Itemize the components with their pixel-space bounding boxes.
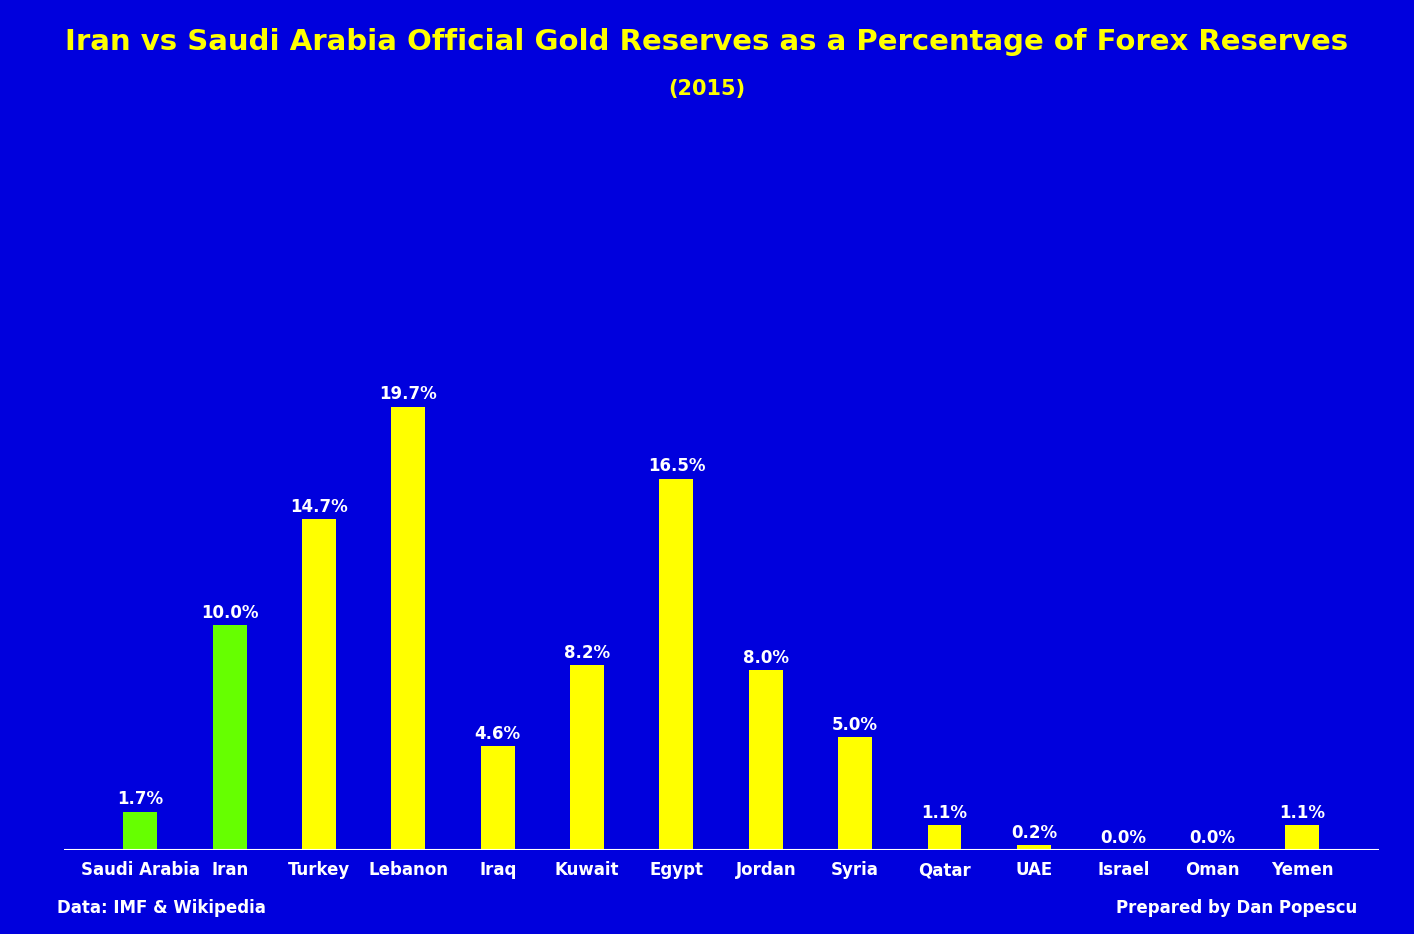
Text: 5.0%: 5.0% — [833, 716, 878, 734]
Bar — [392, 406, 426, 850]
Bar — [481, 746, 515, 850]
Text: 16.5%: 16.5% — [648, 458, 706, 475]
Text: 19.7%: 19.7% — [379, 386, 437, 403]
Bar — [749, 670, 783, 850]
Text: 0.0%: 0.0% — [1189, 828, 1236, 846]
Bar — [303, 519, 337, 850]
Text: 14.7%: 14.7% — [290, 498, 348, 516]
Text: 1.7%: 1.7% — [117, 790, 164, 808]
Bar — [1285, 826, 1319, 850]
Bar — [839, 738, 872, 850]
Text: 8.2%: 8.2% — [564, 644, 611, 662]
Text: (2015): (2015) — [669, 79, 745, 99]
Text: 4.6%: 4.6% — [475, 725, 520, 743]
Text: 10.0%: 10.0% — [201, 603, 259, 621]
Text: 1.1%: 1.1% — [922, 804, 967, 822]
Bar — [212, 625, 246, 850]
Text: Prepared by Dan Popescu: Prepared by Dan Popescu — [1116, 899, 1357, 917]
Text: 1.1%: 1.1% — [1278, 804, 1325, 822]
Text: Iran vs Saudi Arabia Official Gold Reserves as a Percentage of Forex Reserves: Iran vs Saudi Arabia Official Gold Reser… — [65, 28, 1349, 56]
Text: 0.0%: 0.0% — [1100, 828, 1147, 846]
Bar — [659, 478, 693, 850]
Bar — [570, 665, 604, 850]
Text: 0.2%: 0.2% — [1011, 824, 1056, 842]
Bar — [928, 826, 962, 850]
Bar — [123, 812, 157, 850]
Text: 8.0%: 8.0% — [742, 648, 789, 667]
Text: Data: IMF & Wikipedia: Data: IMF & Wikipedia — [57, 899, 266, 917]
Bar — [1017, 845, 1051, 850]
